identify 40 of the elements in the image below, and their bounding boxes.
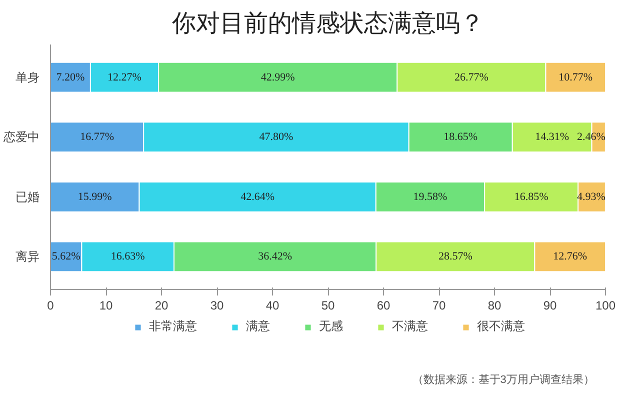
data-label: 19.58% <box>413 190 448 203</box>
legend-label: 非常满意 <box>149 318 197 335</box>
data-label: 42.64% <box>240 190 275 203</box>
legend-label: 满意 <box>246 318 270 335</box>
data-label: 47.80% <box>259 131 294 144</box>
data-label: 18.65% <box>444 131 478 144</box>
x-tick-label: 90 <box>543 298 557 312</box>
y-tick-label: 离异 <box>16 250 40 264</box>
x-tick-label: 10 <box>99 298 113 312</box>
x-tick-label: 50 <box>321 298 335 312</box>
data-label: 36.42% <box>258 250 292 263</box>
data-label: 12.76% <box>553 250 588 263</box>
x-tick-label: 80 <box>488 298 502 312</box>
x-tick-label: 30 <box>210 298 224 312</box>
data-label: 10.77% <box>558 71 593 84</box>
chart-title: 你对目前的情感状态满意吗？ <box>171 10 484 37</box>
y-tick-label: 恋爱中 <box>2 130 40 144</box>
data-label: 16.63% <box>110 250 145 263</box>
legend-label: 很不满意 <box>477 318 525 335</box>
y-tick-label: 已婚 <box>16 190 40 204</box>
data-label: 7.20% <box>56 71 85 84</box>
data-label: 28.57% <box>438 250 472 263</box>
data-label: 12.27% <box>108 71 142 84</box>
x-tick-label: 20 <box>154 298 168 312</box>
data-label: 15.99% <box>78 190 112 203</box>
x-tick-label: 0 <box>47 298 54 312</box>
x-tick-label: 40 <box>266 298 280 312</box>
data-label: 42.99% <box>260 71 295 84</box>
data-label: 14.31% <box>535 131 570 144</box>
legend-label: 不满意 <box>392 318 428 335</box>
y-tick-label: 单身 <box>16 70 40 84</box>
x-tick-label: 60 <box>376 298 390 312</box>
x-tick-label: 70 <box>432 298 446 312</box>
text: （数据来源：基于3万用户调查结果） <box>412 373 594 386</box>
data-label: 16.77% <box>80 131 114 144</box>
x-tick-label: 100 <box>595 298 616 312</box>
data-label: 26.77% <box>454 71 488 84</box>
data-label: 16.85% <box>514 190 548 203</box>
legend-label: 无感 <box>319 318 343 335</box>
data-label: 5.62% <box>52 250 80 263</box>
